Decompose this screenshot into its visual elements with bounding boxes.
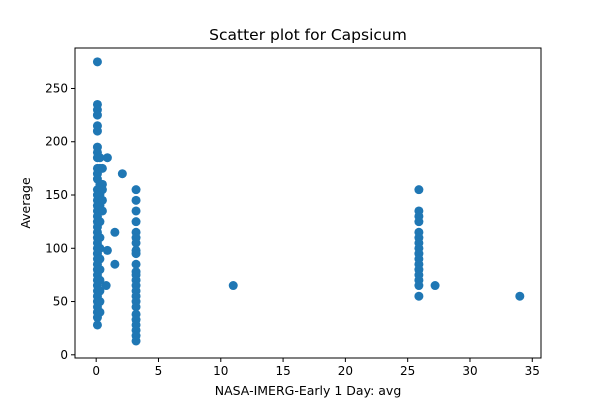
data-point	[131, 206, 141, 216]
data-point	[228, 281, 238, 291]
data-point	[95, 153, 105, 163]
data-point	[95, 286, 105, 296]
y-tick-label: 0	[60, 348, 68, 362]
data-point	[92, 126, 102, 136]
data-point	[414, 281, 424, 291]
data-point	[110, 227, 120, 237]
y-tick-label: 50	[53, 295, 68, 309]
data-point	[515, 291, 525, 301]
x-tick-label: 20	[338, 364, 353, 378]
y-tick-label: 250	[45, 81, 68, 95]
data-point	[131, 238, 141, 248]
data-point	[97, 195, 107, 205]
chart-title: Scatter plot for Capsicum	[209, 26, 407, 44]
data-point	[131, 259, 141, 269]
data-point	[97, 206, 107, 216]
data-point	[131, 217, 141, 227]
x-axis-label: NASA-IMERG-Early 1 Day: avg	[215, 383, 402, 398]
data-point	[95, 217, 105, 227]
data-point	[92, 57, 102, 67]
data-point	[131, 336, 141, 346]
x-tick-label: 30	[462, 364, 477, 378]
y-tick-label: 150	[45, 188, 68, 202]
data-point	[131, 185, 141, 195]
data-point	[101, 281, 111, 291]
data-point	[95, 275, 105, 285]
plot-frame	[74, 47, 542, 359]
data-point	[131, 249, 141, 259]
data-point	[414, 185, 424, 195]
data-point	[97, 163, 107, 173]
data-point	[95, 243, 105, 253]
y-axis-label: Average	[18, 177, 33, 229]
y-tick-label: 200	[45, 135, 68, 149]
data-point	[95, 233, 105, 243]
data-point	[430, 281, 440, 291]
data-point	[92, 110, 102, 120]
data-point	[110, 259, 120, 269]
data-point	[92, 320, 102, 330]
data-point	[95, 307, 105, 317]
data-point	[414, 291, 424, 301]
x-tick-label: 25	[400, 364, 415, 378]
y-tick-label: 100	[45, 241, 68, 255]
x-tick-label: 15	[275, 364, 290, 378]
data-point	[131, 195, 141, 205]
data-points	[92, 57, 525, 346]
data-point	[97, 185, 107, 195]
data-point	[414, 217, 424, 227]
x-tick-label: 5	[155, 364, 163, 378]
data-point	[131, 302, 141, 312]
x-axis-ticks: 0 5 10 15 20 25 30 35	[92, 358, 540, 378]
data-point	[102, 245, 112, 255]
x-tick-label: 35	[525, 364, 540, 378]
data-point	[95, 265, 105, 275]
data-point	[117, 169, 127, 179]
x-tick-label: 10	[213, 364, 228, 378]
y-axis-ticks: 0 50 100 150 200 250	[45, 81, 75, 362]
data-point	[102, 153, 112, 163]
data-point	[95, 254, 105, 264]
data-point	[95, 297, 105, 307]
x-tick-label: 0	[92, 364, 100, 378]
